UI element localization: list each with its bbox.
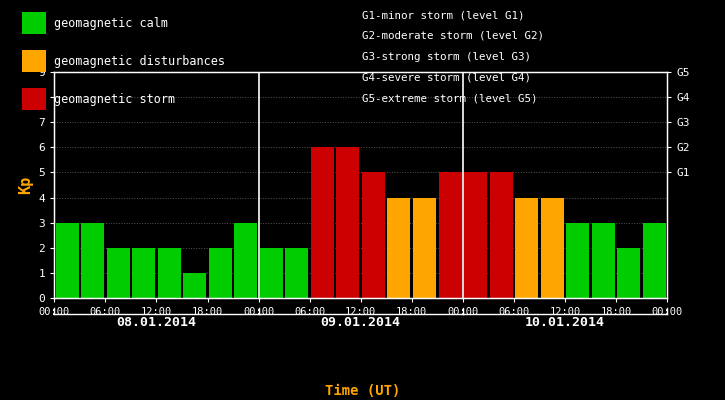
Text: 10.01.2014: 10.01.2014 xyxy=(525,316,605,329)
Bar xyxy=(617,248,640,298)
Text: geomagnetic storm: geomagnetic storm xyxy=(54,92,175,106)
Bar xyxy=(260,248,283,298)
Text: geomagnetic calm: geomagnetic calm xyxy=(54,16,168,30)
Bar xyxy=(158,248,181,298)
Bar xyxy=(643,223,666,298)
Text: G5-extreme storm (level G5): G5-extreme storm (level G5) xyxy=(362,93,538,103)
Text: G2-moderate storm (level G2): G2-moderate storm (level G2) xyxy=(362,31,544,41)
Bar xyxy=(81,223,104,298)
Bar xyxy=(515,198,538,298)
Bar xyxy=(311,147,334,298)
Bar xyxy=(541,198,563,298)
Bar xyxy=(387,198,410,298)
Bar xyxy=(234,223,257,298)
Bar xyxy=(56,223,78,298)
Bar xyxy=(286,248,308,298)
Bar xyxy=(209,248,232,298)
Bar xyxy=(489,172,513,298)
Text: G1-minor storm (level G1): G1-minor storm (level G1) xyxy=(362,10,525,20)
Text: G3-strong storm (level G3): G3-strong storm (level G3) xyxy=(362,52,531,62)
Bar xyxy=(107,248,130,298)
Text: G4-severe storm (level G4): G4-severe storm (level G4) xyxy=(362,72,531,82)
Bar xyxy=(132,248,155,298)
Bar xyxy=(439,172,462,298)
Text: 08.01.2014: 08.01.2014 xyxy=(117,316,196,329)
Text: Time (UT): Time (UT) xyxy=(325,384,400,398)
Bar xyxy=(464,172,487,298)
Bar xyxy=(592,223,615,298)
Y-axis label: Kp: Kp xyxy=(18,176,33,194)
Text: 09.01.2014: 09.01.2014 xyxy=(320,316,401,329)
Bar xyxy=(183,273,206,298)
Bar xyxy=(336,147,360,298)
Bar xyxy=(362,172,385,298)
Text: geomagnetic disturbances: geomagnetic disturbances xyxy=(54,54,225,68)
Bar xyxy=(413,198,436,298)
Bar xyxy=(566,223,589,298)
